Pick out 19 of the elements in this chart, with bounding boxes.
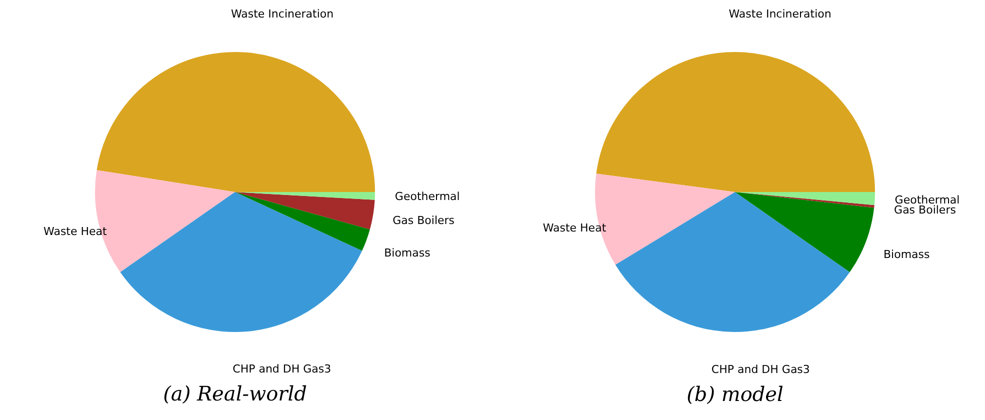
slice-label: Waste Incineration bbox=[728, 7, 832, 20]
pie-slice bbox=[120, 192, 362, 332]
text: (b) model bbox=[686, 382, 784, 406]
pie-slice bbox=[735, 192, 874, 272]
slice-label: Waste Heat bbox=[44, 224, 108, 238]
slice-label: Waste Incineration bbox=[230, 8, 334, 21]
slice-label: CHP and DH Gas3 bbox=[711, 362, 810, 376]
slice-label: Gas Boilers bbox=[392, 214, 455, 227]
pie-slice bbox=[235, 192, 375, 230]
slice-label: CHP and DH Gas3 bbox=[232, 362, 332, 376]
pie-slice bbox=[596, 52, 875, 192]
pie-slice bbox=[615, 192, 850, 332]
pie-slice bbox=[96, 52, 375, 192]
slice-label: Waste Heat bbox=[542, 222, 607, 235]
slice-label: Biomass bbox=[384, 246, 431, 260]
text: (a) Real-world bbox=[163, 381, 307, 406]
slice-label: Geothermal bbox=[394, 190, 460, 204]
pie-slice bbox=[235, 192, 370, 251]
slice-label: Biomass bbox=[884, 248, 930, 261]
